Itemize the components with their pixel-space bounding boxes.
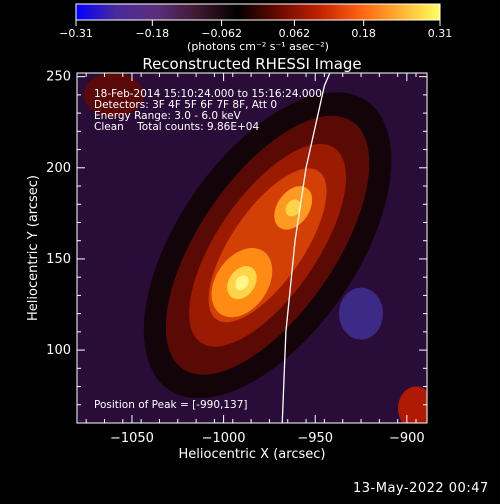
- y-tick-label: 250: [46, 70, 71, 85]
- heatmap-edge-emission: [398, 386, 427, 423]
- info-line-energy: Energy Range: 3.0 - 6.0 keV: [94, 110, 242, 122]
- solar-limb-curve: [281, 73, 331, 423]
- info-line-time: 18-Feb-2014 15:10:24.000 to 15:16:24.000: [94, 88, 322, 100]
- heatmap-image: [77, 73, 427, 423]
- chart-title: Reconstructed RHESSI Image: [142, 55, 361, 73]
- x-axis-ticks: −1050 −1000 −950 −900: [85, 73, 425, 446]
- x-tick-label: −1050: [110, 431, 154, 446]
- colorbar-tick-label: −0.18: [135, 27, 169, 40]
- colorbar-tick-label: 0.062: [279, 27, 311, 40]
- heatmap-corner-emission: [83, 73, 144, 117]
- x-tick-label: −900: [389, 431, 425, 446]
- y-tick-label: 150: [46, 252, 71, 267]
- heatmap-peak-max: [235, 275, 249, 291]
- y-axis-label: Heliocentric Y (arcsec): [26, 175, 41, 321]
- colorbar-tick-label: −0.062: [201, 27, 242, 40]
- x-tick-label: −1000: [202, 431, 246, 446]
- timestamp: 13-May-2022 00:47: [353, 481, 489, 496]
- heatmap-negative-lobe: [339, 287, 384, 340]
- x-axis-label: Heliocentric X (arcsec): [179, 447, 326, 462]
- colorbar-tick-label: −0.31: [59, 27, 93, 40]
- x-tick-label: −950: [297, 431, 333, 446]
- peak-position-label: Position of Peak = [-990,137]: [94, 399, 248, 411]
- colorbar-tick-label: 0.31: [428, 27, 453, 40]
- plot-frame: [76, 72, 428, 424]
- colorbar-ticks: −0.31 −0.18 −0.062 0.062 0.18 0.31: [59, 20, 452, 40]
- colorbar-unit-label: (photons cm⁻² s⁻¹ asec⁻²): [187, 40, 329, 53]
- heatmap-peak-secondary: [285, 199, 301, 217]
- y-axis-ticks: 100 150 200 250: [46, 70, 427, 406]
- colorbar: [75, 3, 441, 21]
- info-line-detectors: Detectors: 3F 4F 5F 6F 7F 8F, Att 0: [94, 99, 277, 111]
- info-line-counts: Clean Total counts: 9.86E+04: [94, 121, 259, 133]
- y-tick-label: 100: [46, 343, 71, 358]
- colorbar-tick-label: 0.18: [351, 27, 376, 40]
- y-tick-label: 200: [46, 161, 71, 176]
